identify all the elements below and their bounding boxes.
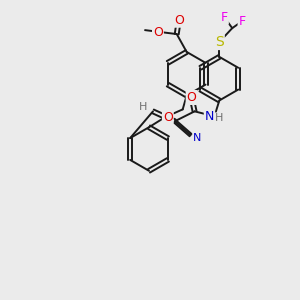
Text: F: F: [221, 11, 228, 24]
Text: N: N: [194, 133, 202, 143]
Text: O: O: [163, 111, 173, 124]
Text: O: O: [187, 91, 196, 104]
Text: N: N: [205, 110, 214, 123]
Text: H: H: [215, 113, 224, 123]
Text: S: S: [215, 35, 224, 49]
Text: O: O: [174, 14, 184, 27]
Text: H: H: [139, 102, 147, 112]
Text: F: F: [238, 15, 246, 28]
Text: O: O: [153, 26, 163, 39]
